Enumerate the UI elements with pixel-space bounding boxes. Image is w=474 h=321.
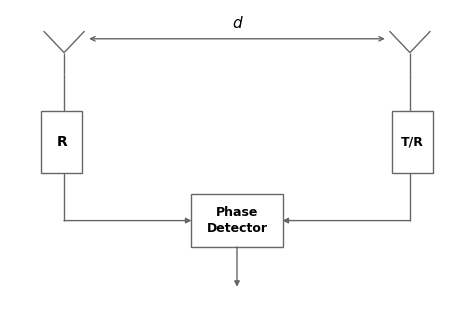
Bar	[191, 195, 283, 247]
Bar	[41, 111, 82, 173]
Text: d: d	[232, 16, 242, 31]
Text: Phase
Detector: Phase Detector	[207, 206, 267, 235]
Text: T/R: T/R	[401, 135, 424, 149]
Text: R: R	[56, 135, 67, 149]
Bar	[392, 111, 433, 173]
